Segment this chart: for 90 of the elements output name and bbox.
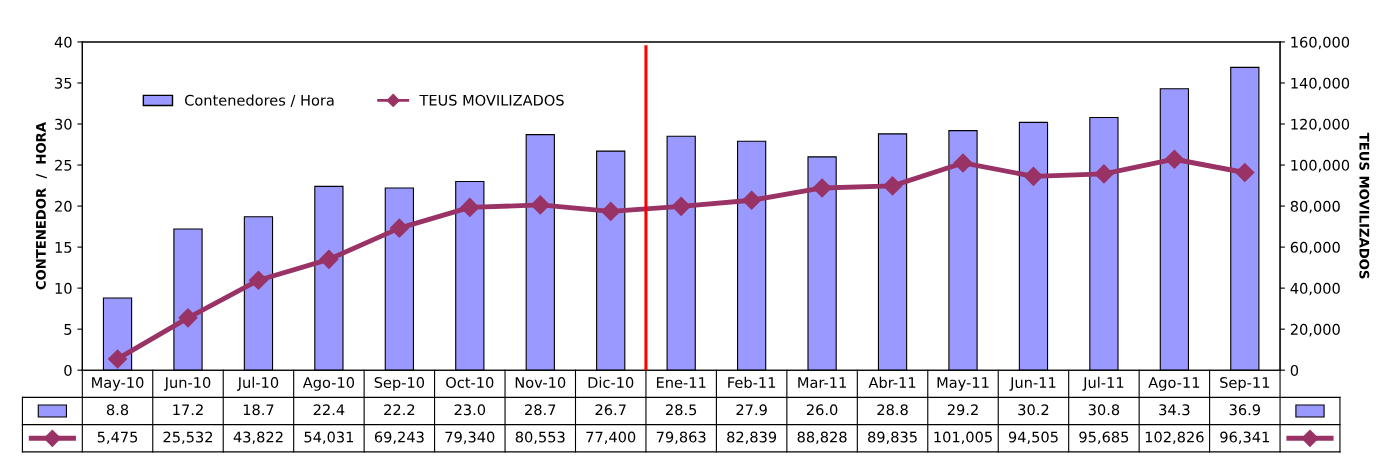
data-label: 17.2: [173, 404, 203, 416]
x-tick-label: Abr-11: [868, 376, 916, 389]
y-tick-label: 30: [55, 118, 72, 130]
data-label: 77,400: [586, 431, 636, 445]
y2-tick-label: 20,000: [1290, 323, 1340, 337]
y2-tick-label: 120,000: [1291, 118, 1350, 132]
data-label: 36.9: [1229, 404, 1261, 416]
legend-label: Contenedores / Hora: [184, 94, 334, 107]
x-tick-label: May-10: [92, 377, 144, 391]
x-tick-label: Sep-10: [374, 377, 425, 391]
point: [460, 197, 480, 217]
data-label: 79,863: [656, 431, 706, 445]
data-label: 22.4: [313, 404, 345, 416]
point: [319, 249, 339, 269]
y2-tick-label: 100,000: [1291, 159, 1350, 173]
data-label: 22.2: [384, 404, 415, 416]
data-label: 82,839: [727, 431, 777, 445]
point: [671, 196, 691, 216]
data-label: 30.8: [1088, 404, 1120, 416]
point: [883, 176, 903, 196]
data-label: 54,031: [304, 431, 354, 445]
y-tick-label: 15: [55, 242, 72, 253]
data-label: 79,340: [445, 431, 495, 445]
y-tick-label: 40: [54, 36, 72, 48]
y-tick-label: 0: [64, 364, 72, 376]
x-tick-label: Feb-11: [728, 376, 776, 389]
y2-tick-label: 160,000: [1291, 36, 1350, 50]
data-label: 18.7: [243, 404, 274, 416]
x-tick-label: Jul-11: [1082, 376, 1124, 391]
data-label: 101,005: [934, 431, 992, 445]
x-tick-label: Jul-10: [236, 376, 279, 391]
point: [742, 190, 762, 210]
data-label: 43,822: [233, 431, 283, 445]
point: [812, 178, 832, 198]
x-tick-label: Mar-11: [798, 377, 846, 389]
x-tick-label: Sep-11: [1220, 377, 1270, 391]
data-label: 95,685: [1079, 431, 1129, 445]
data-label: 26.0: [806, 404, 838, 416]
data-label: 34.3: [1159, 404, 1190, 416]
point: [1164, 149, 1184, 169]
point: [530, 195, 550, 215]
data-label: 80,553: [515, 431, 565, 445]
legend-label: TEUS MOVILIZADOS: [419, 94, 564, 106]
y2-tick-label: 140,000: [1291, 77, 1350, 91]
x-tick-label: Jun-11: [1009, 377, 1056, 391]
y-axis-title: CONTENEDOR / HORA: [35, 122, 47, 290]
x-tick-label: Ago-10: [302, 377, 355, 391]
y2-tick-label: 80,000: [1290, 200, 1340, 214]
point: [178, 308, 198, 328]
data-label: 28.5: [666, 404, 697, 416]
data-label: 5,475: [97, 431, 138, 445]
data-label: 30.2: [1018, 404, 1049, 416]
data-label: 89,835: [868, 431, 917, 445]
data-label: 102,826: [1145, 431, 1204, 445]
data-label: 96,341: [1220, 431, 1269, 445]
point: [1023, 166, 1043, 186]
data-label: 25,532: [163, 431, 213, 445]
x-tick-label: May-11: [937, 377, 989, 391]
data-label: 69,243: [374, 431, 424, 445]
y2-tick-label: 0: [1290, 364, 1299, 376]
point: [1235, 163, 1255, 183]
y2-tick-label: 40,000: [1290, 282, 1340, 296]
data-label: 28.7: [525, 404, 556, 416]
data-label: 29.2: [947, 404, 978, 416]
y-tick-label: 35: [55, 77, 72, 89]
data-label: 26.7: [595, 404, 626, 416]
x-tick-label: Ene-11: [656, 377, 706, 389]
data-label: 94,505: [1008, 431, 1058, 445]
y-tick-label: 20: [55, 200, 72, 212]
point: [107, 349, 128, 369]
point: [389, 218, 409, 238]
y2-axis-title: TEUS MOVILIZADOS: [1359, 132, 1370, 279]
x-tick-label: Dic-10: [588, 376, 634, 389]
point: [1094, 164, 1114, 184]
x-tick-label: Oct-10: [446, 377, 494, 389]
y-tick-label: 10: [55, 282, 72, 294]
data-label: 27.9: [736, 404, 767, 416]
y-tick-label: 5: [64, 324, 72, 335]
data-label: 28.8: [877, 404, 908, 416]
data-label: 23.0: [454, 404, 486, 416]
y2-tick-label: 60,000: [1290, 241, 1340, 255]
x-tick-label: Nov-10: [515, 377, 566, 389]
y-tick-label: 25: [55, 159, 72, 171]
x-tick-label: Ago-11: [1148, 377, 1200, 391]
x-tick-label: Jun-10: [163, 377, 211, 391]
point: [601, 201, 621, 221]
point: [248, 270, 268, 290]
point: [953, 153, 973, 173]
data-label: 8.8: [106, 404, 129, 416]
data-label: 88,828: [797, 431, 847, 445]
